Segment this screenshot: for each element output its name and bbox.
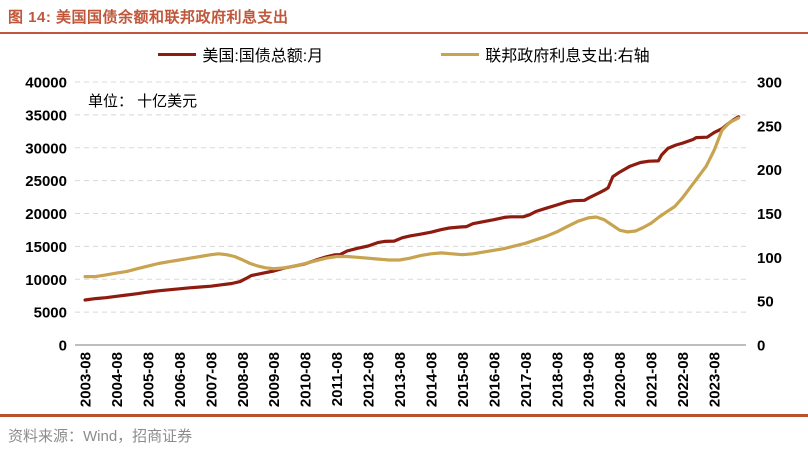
x-tick-label: 2014-08 (423, 352, 440, 407)
x-tick-label: 2005-08 (140, 352, 157, 407)
x-tick-label: 2022-08 (675, 352, 692, 407)
y-left-tick-label: 25000 (25, 173, 67, 190)
x-tick-label: 2010-08 (298, 352, 315, 407)
y-right-tick-label: 100 (757, 250, 782, 267)
y-left-tick-label: 20000 (25, 206, 67, 223)
interest-series-line (83, 116, 741, 279)
x-tick-label: 2008-08 (235, 352, 252, 407)
x-tick-label: 2006-08 (172, 352, 189, 407)
legend-item-interest: 联邦政府利息支出:右轴 (441, 42, 650, 66)
legend-label-debt: 美国:国债总额:月 (202, 48, 324, 65)
x-tick-label: 2009-08 (266, 352, 283, 407)
x-tick-label: 2013-08 (392, 352, 409, 407)
x-tick-label: 2018-08 (549, 352, 566, 407)
y-right-tick-label: 0 (757, 338, 765, 355)
y-left-tick-label: 15000 (25, 239, 67, 256)
x-tick-label: 2019-08 (581, 352, 598, 407)
legend-label-interest: 联邦政府利息支出:右轴 (485, 48, 650, 65)
x-tick-label: 2004-08 (109, 352, 126, 407)
y-right-tick-label: 250 (757, 118, 782, 135)
unit-label: 单位： 十亿美元 (88, 93, 198, 110)
x-tick-label: 2011-08 (329, 352, 346, 406)
y-right-tick-label: 150 (757, 206, 782, 223)
x-tick-label: 2021-08 (644, 352, 661, 407)
source-bar: 资料来源：Wind，招商证券 (0, 414, 808, 451)
chart-legend: 美国:国债总额:月 联邦政府利息支出:右轴 (0, 42, 808, 66)
debt-series-line (83, 115, 741, 302)
legend-item-debt: 美国:国债总额:月 (158, 42, 323, 66)
interest-line-swatch (441, 52, 480, 56)
x-tick-label: 2017-08 (518, 352, 535, 407)
y-right-tick-label: 200 (757, 162, 782, 179)
title-bar: 图 14: 美国国债余额和联邦政府利息支出 (0, 0, 808, 34)
y-left-tick-label: 30000 (25, 140, 67, 157)
x-tick-label: 2023-08 (707, 352, 724, 407)
x-tick-label: 2012-08 (361, 352, 378, 407)
y-left-tick-label: 10000 (25, 272, 67, 289)
y-left-tick-label: 40000 (25, 75, 67, 92)
y-left-tick-label: 35000 (25, 107, 67, 124)
y-right-tick-label: 300 (757, 75, 782, 92)
source-text: 资料来源：Wind，招商证券 (8, 428, 193, 445)
x-tick-label: 2020-08 (612, 352, 629, 407)
y-right-tick-label: 50 (757, 294, 774, 311)
x-tick-label: 2007-08 (203, 352, 220, 407)
x-tick-label: 2016-08 (486, 352, 503, 407)
x-tick-label: 2003-08 (78, 352, 95, 407)
y-left-tick-label: 0 (59, 338, 67, 355)
x-tick-label: 2015-08 (455, 352, 472, 407)
chart-title: 图 14: 美国国债余额和联邦政府利息支出 (8, 9, 289, 26)
y-left-tick-label: 5000 (34, 305, 67, 322)
debt-line-swatch (158, 52, 197, 56)
